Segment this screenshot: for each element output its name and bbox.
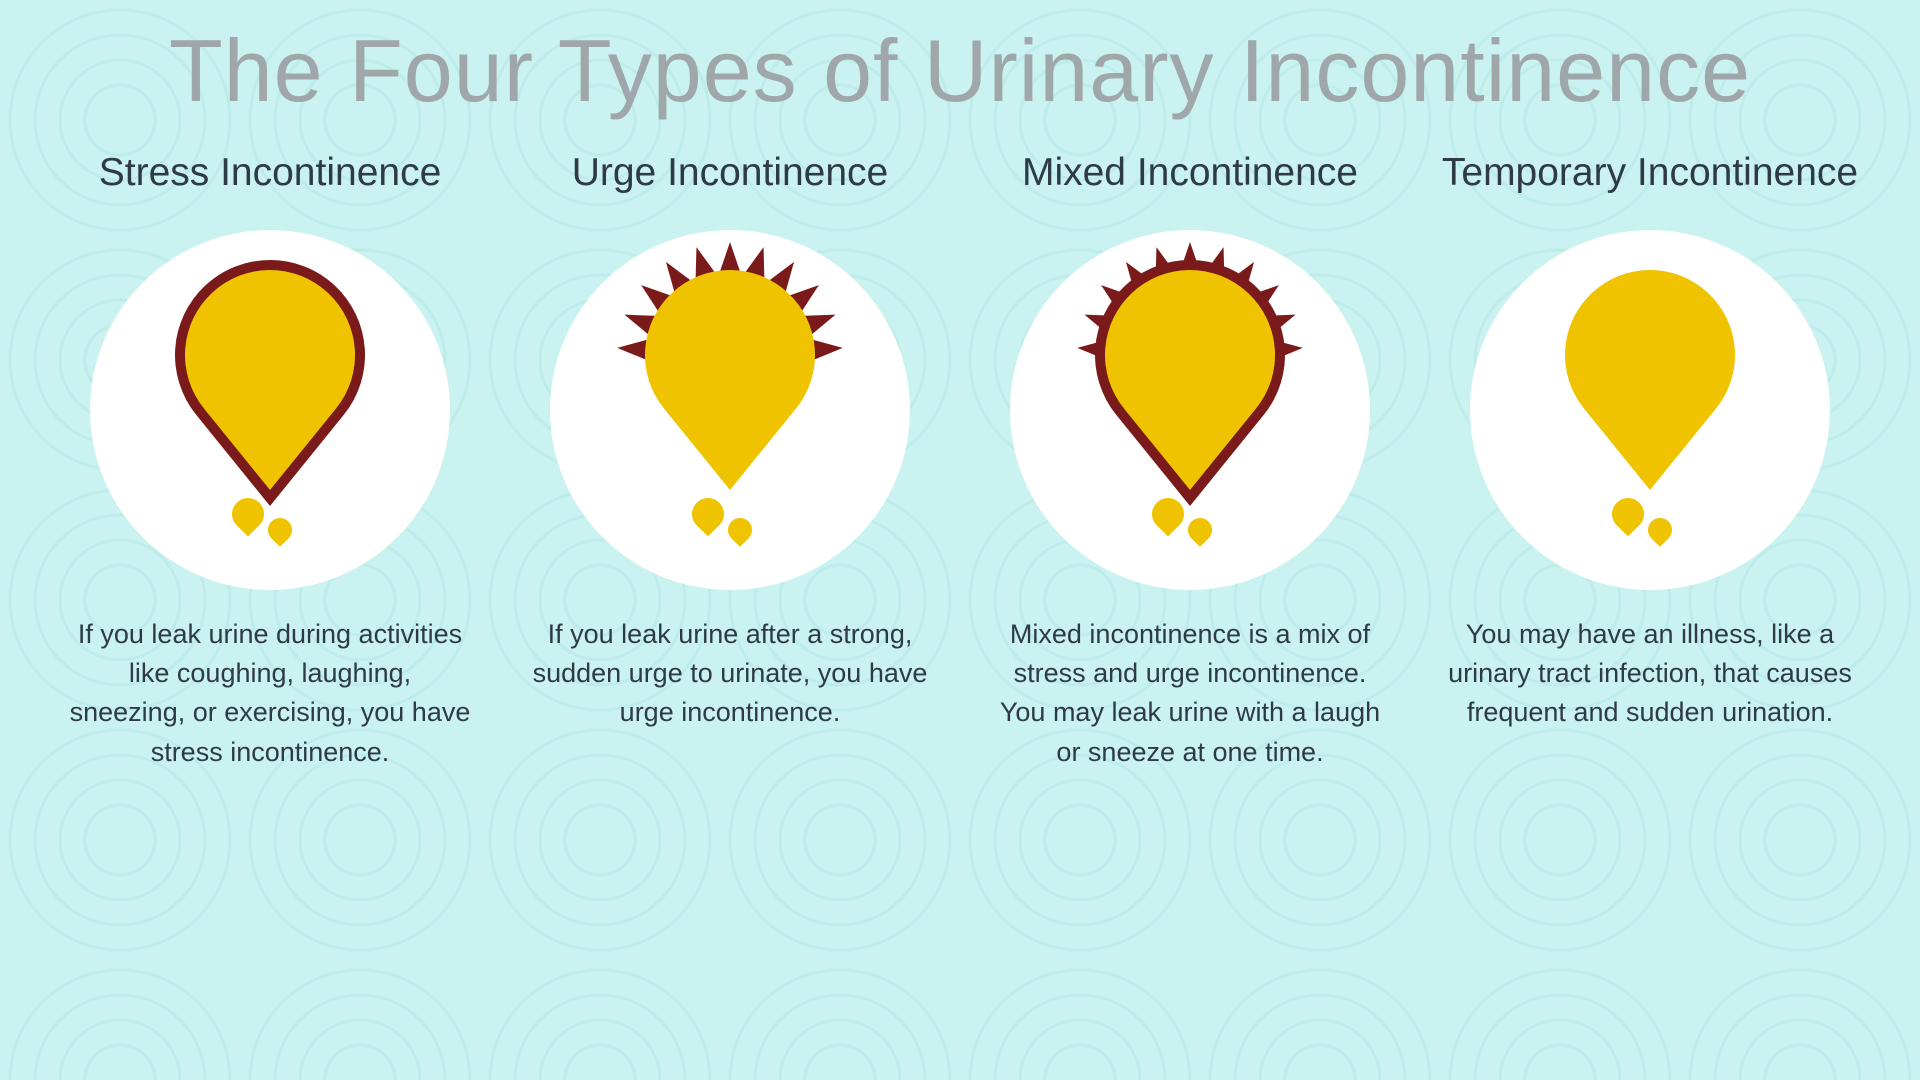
column-desc: Mixed incontinence is a mix of stress an… bbox=[970, 615, 1410, 772]
bladder-icon-stress bbox=[90, 230, 450, 590]
column-stress: Stress Incontinence If you leak urine du… bbox=[40, 151, 500, 772]
bladder-icon-urge bbox=[550, 230, 910, 590]
column-title: Mixed Incontinence bbox=[970, 151, 1410, 195]
bladder-icon-mixed bbox=[1010, 230, 1370, 590]
column-title: Temporary Incontinence bbox=[1430, 151, 1870, 195]
column-title: Urge Incontinence bbox=[510, 151, 950, 195]
bladder-icon-temporary bbox=[1470, 230, 1830, 590]
column-desc: If you leak urine during activities like… bbox=[50, 615, 490, 772]
columns-container: Stress Incontinence If you leak urine du… bbox=[20, 151, 1900, 772]
column-desc: You may have an illness, like a urinary … bbox=[1430, 615, 1870, 732]
page-title: The Four Types of Urinary Incontinence bbox=[20, 20, 1900, 121]
column-mixed: Mixed Incontinence Mixed incontinence is… bbox=[960, 151, 1420, 772]
column-temporary: Temporary Incontinence You may have an i… bbox=[1420, 151, 1880, 772]
column-urge: Urge Incontinence If you leak urine afte… bbox=[500, 151, 960, 772]
column-title: Stress Incontinence bbox=[50, 151, 490, 195]
column-desc: If you leak urine after a strong, sudden… bbox=[510, 615, 950, 732]
